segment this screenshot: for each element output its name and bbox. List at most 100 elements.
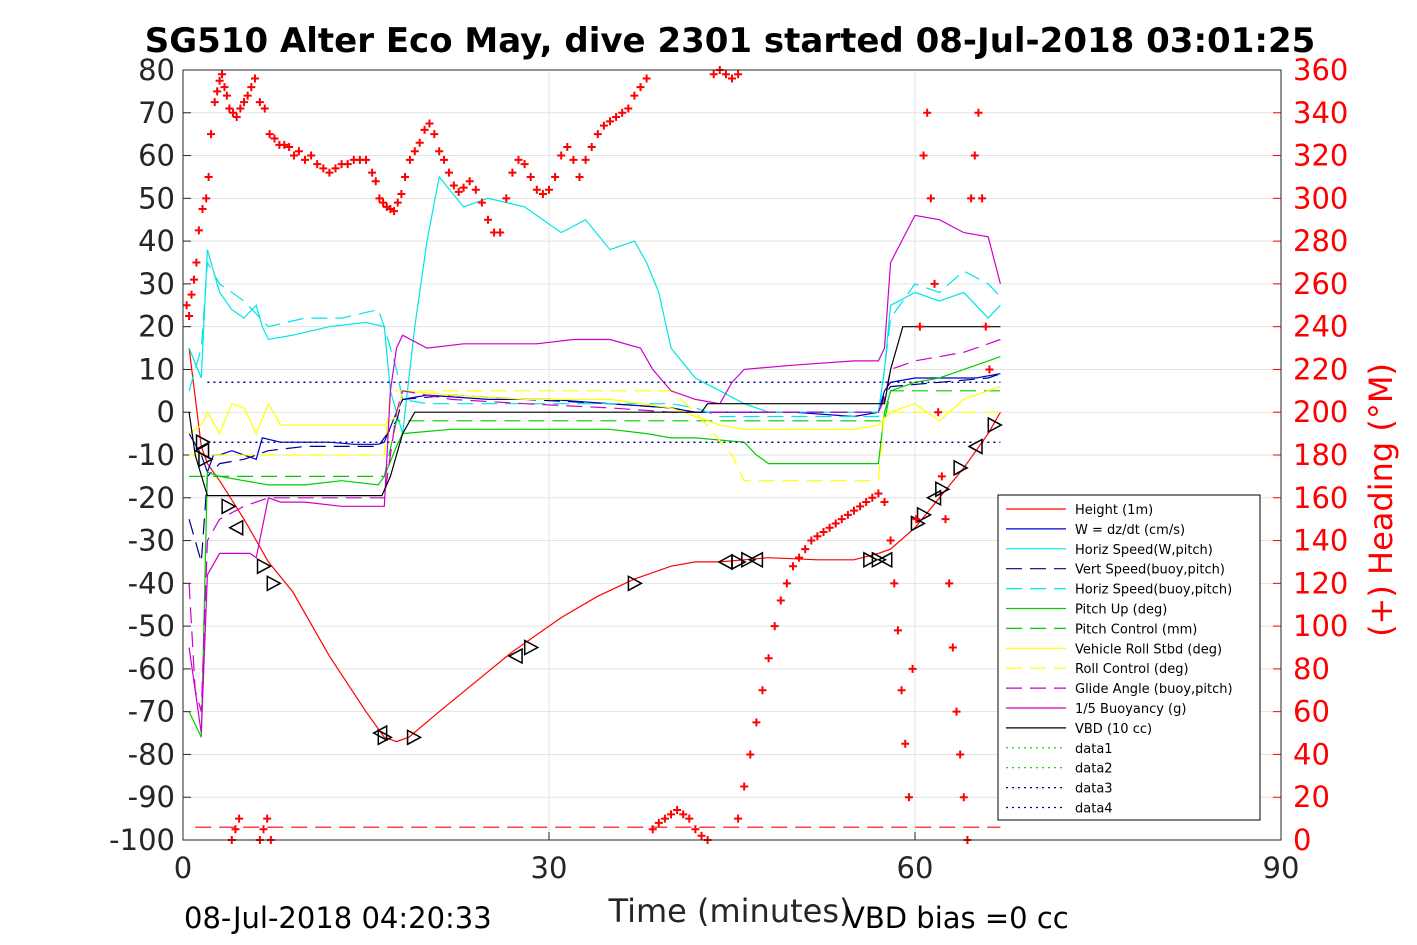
right-y-tick-label: 240 — [1293, 310, 1348, 344]
heading-point — [280, 140, 289, 149]
series-vehicle-roll-stbd-deg — [188, 386, 1001, 436]
heading-point — [430, 130, 439, 139]
heading-point — [959, 793, 968, 802]
heading-point — [581, 155, 590, 164]
heading-point — [673, 806, 682, 815]
heading-point — [758, 686, 767, 695]
heading-point — [801, 545, 810, 554]
heading-point — [679, 810, 688, 819]
x-tick-label: 30 — [531, 851, 568, 885]
right-y-tick-label: 160 — [1293, 481, 1348, 515]
heading-point — [956, 750, 965, 759]
heading-point — [934, 408, 943, 417]
heading-point — [192, 258, 201, 267]
heading-point — [685, 814, 694, 823]
heading-point — [734, 70, 743, 79]
series-1-5-buoyancy-g — [188, 214, 1001, 734]
legend-label-vbd-10-cc: VBD (10 cc) — [1075, 722, 1152, 737]
heading-point — [532, 185, 541, 194]
heading-point — [198, 205, 207, 214]
height-triangle-marker — [198, 451, 214, 468]
heading-point — [636, 83, 645, 92]
heading-point — [970, 151, 979, 160]
heading-point — [807, 536, 816, 545]
legend-label-1-5-buoyancy-g: 1/5 Buoyancy (g) — [1075, 702, 1186, 717]
y-tick-label: -90 — [128, 780, 175, 814]
series-vbd-10-cc — [188, 326, 1001, 497]
heading-point — [231, 825, 240, 834]
heading-point — [740, 782, 749, 791]
legend-label-pitch-control-mm: Pitch Control (mm) — [1075, 622, 1197, 637]
x-tick-label: 0 — [174, 851, 192, 885]
heading-point — [405, 155, 414, 164]
heading-point — [974, 108, 983, 117]
heading-point — [981, 322, 990, 331]
legend-label-vert-speed-buoy-pitch: Vert Speed(buoy,pitch) — [1075, 563, 1225, 578]
heading-point — [220, 83, 229, 92]
legend-label-horiz-speed-w-pitch: Horiz Speed(W,pitch) — [1075, 543, 1213, 558]
heading-point — [926, 194, 935, 203]
right-y-tick-label: 320 — [1293, 139, 1348, 173]
right-y-tick-label: 20 — [1293, 780, 1330, 814]
heading-point — [930, 279, 939, 288]
heading-point — [471, 185, 480, 194]
heading-point — [923, 108, 932, 117]
right-y-tick-label: 100 — [1293, 609, 1348, 643]
y-tick-label: -70 — [128, 695, 175, 729]
y-tick-label: -60 — [128, 652, 175, 686]
heading-point — [782, 579, 791, 588]
heading-point — [502, 194, 511, 203]
height-triangle-marker — [372, 724, 388, 742]
y-tick-label: 50 — [138, 181, 175, 215]
y-tick-label: -30 — [128, 524, 175, 558]
right-y-tick-label: 200 — [1293, 395, 1348, 429]
heading-point — [290, 151, 299, 160]
heading-point — [728, 74, 736, 83]
heading-point — [648, 825, 657, 834]
heading-point — [874, 489, 883, 498]
heading-point — [465, 177, 474, 186]
heading-point — [420, 125, 429, 134]
heading-point — [218, 70, 227, 79]
y-tick-labels: 80 70 60 50 40 30 20 10 0 -10 -20 -30 -40 -50 -60 -70 -8… — [109, 53, 175, 857]
heading-point — [697, 831, 706, 840]
heading-point — [194, 226, 203, 235]
height-triangle-marker — [987, 416, 1003, 434]
heading-point — [210, 98, 219, 107]
x-tick-label: 60 — [897, 851, 934, 885]
heading-point — [630, 91, 639, 100]
height-triangle-marker — [507, 647, 523, 665]
y-tick-label: 10 — [138, 352, 175, 386]
heading-point — [260, 104, 269, 113]
heading-point — [897, 686, 906, 695]
heading-point — [667, 810, 675, 819]
heading-point — [563, 143, 572, 151]
heading-point — [945, 579, 954, 588]
y-tick-label: 30 — [138, 267, 175, 301]
heading-point — [915, 322, 924, 331]
right-y-tick-label: 40 — [1293, 737, 1330, 771]
legend-label-data2: data2 — [1075, 762, 1113, 777]
heading-point — [624, 104, 633, 113]
heading-point — [435, 147, 444, 156]
height-triangle-marker — [377, 729, 393, 746]
heading-point — [514, 155, 523, 164]
heading-point — [587, 143, 596, 151]
height-triangle-marker — [863, 551, 879, 569]
heading-point — [948, 643, 957, 652]
heading-point — [831, 519, 840, 528]
right-y-tick-label: 220 — [1293, 352, 1348, 386]
heading-point — [770, 622, 779, 631]
heading-point — [235, 814, 244, 823]
heading-point — [893, 626, 902, 635]
plot-frame — [182, 69, 1282, 841]
heading-point — [371, 177, 380, 186]
heading-point — [232, 113, 241, 122]
heading-point — [734, 814, 743, 823]
heading-point — [618, 108, 627, 117]
heading-point — [240, 98, 248, 107]
heading-point — [362, 155, 370, 164]
legend: Height (1m) W = dz/dt (cm/s) Horiz Speed(W… — [997, 494, 1261, 821]
heading-point — [545, 185, 553, 194]
heading-point — [575, 172, 584, 181]
